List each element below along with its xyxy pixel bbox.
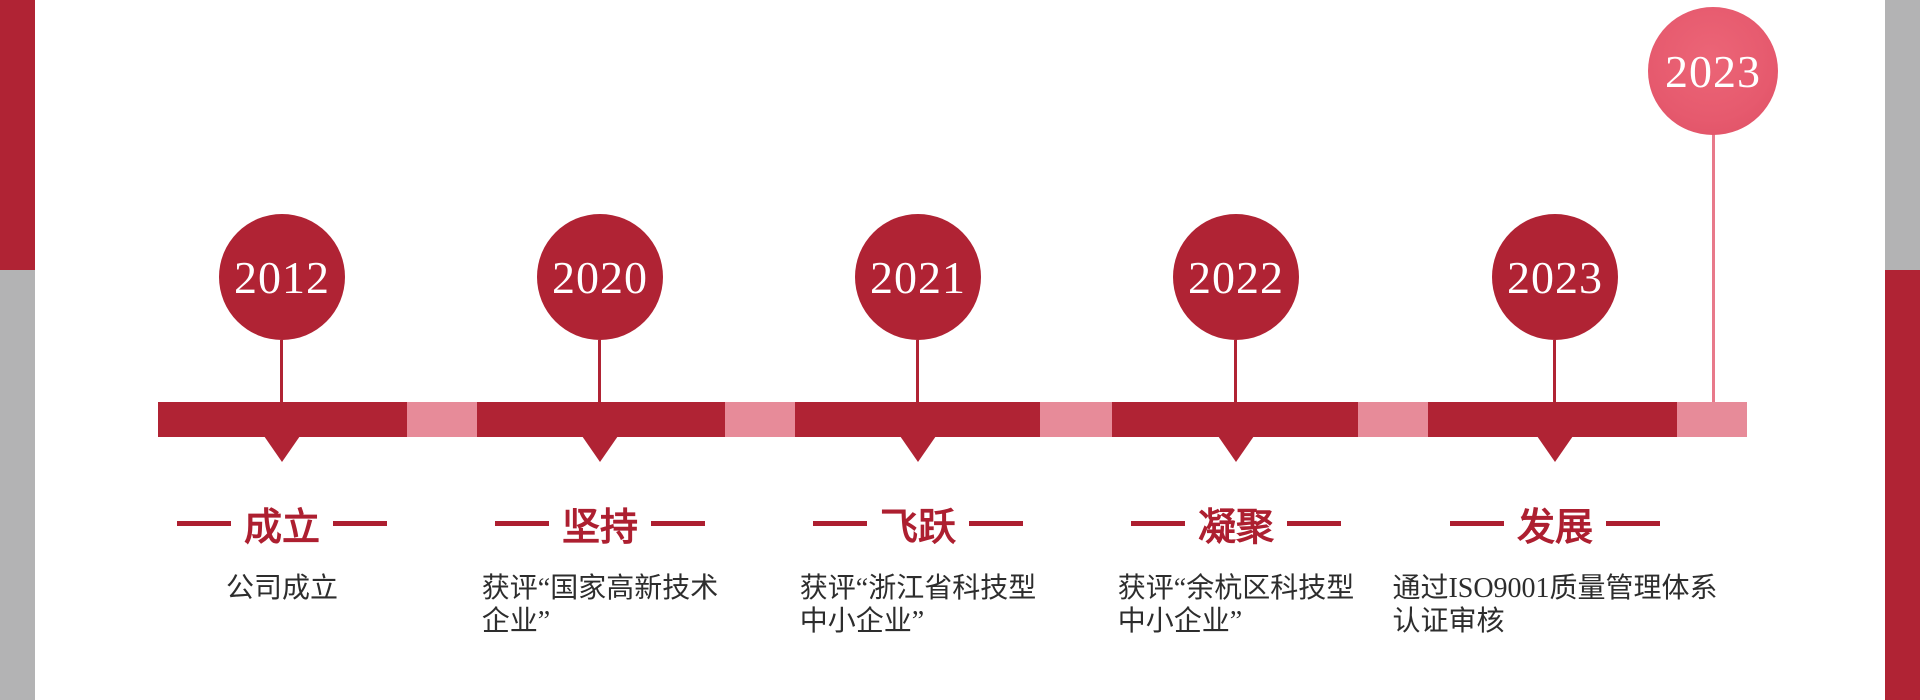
bubble-stem bbox=[916, 340, 919, 402]
milestone-title: 成立 bbox=[243, 506, 320, 549]
year-bubble-2022: 2022 bbox=[1173, 214, 1299, 340]
year-bubble-2021: 2021 bbox=[855, 214, 981, 340]
year-bubble-2012: 2012 bbox=[219, 214, 345, 340]
desc-line: 中小企业” bbox=[1117, 606, 1243, 637]
title-dash-right bbox=[651, 520, 705, 526]
floating-bubble-stem bbox=[1712, 133, 1715, 402]
milestone-title-row: 成立 bbox=[122, 500, 442, 549]
milestone-desc-wrap: 通过ISO9001质量管理体系 认证审核 bbox=[1385, 572, 1725, 638]
desc-line: 公司成立 bbox=[225, 573, 338, 604]
desc-line: 获评“余杭区科技型 bbox=[1117, 573, 1355, 604]
timeline-bar-segment-dark bbox=[795, 402, 1040, 437]
bubble-stem bbox=[280, 340, 283, 402]
milestone-desc: 获评“浙江省科技型 中小企业” bbox=[800, 572, 1036, 638]
timeline-bar-segment-pink bbox=[1040, 402, 1112, 437]
title-dash-right bbox=[969, 520, 1023, 526]
bubble-stem bbox=[1234, 340, 1237, 402]
desc-line: 认证审核 bbox=[1392, 606, 1505, 637]
right-accent-bar-gray bbox=[1885, 0, 1920, 270]
year-bubble-2023: 2023 bbox=[1492, 214, 1618, 340]
left-accent-bar-gray bbox=[0, 270, 35, 700]
milestone-title-row: 飞跃 bbox=[758, 500, 1078, 549]
timeline-bar-segment-dark bbox=[1428, 402, 1677, 437]
milestone-desc-wrap: 获评“余杭区科技型 中小企业” bbox=[1066, 572, 1406, 638]
title-dash-left bbox=[812, 520, 867, 526]
milestone-desc: 获评“余杭区科技型 中小企业” bbox=[1118, 572, 1354, 638]
bubble-stem bbox=[598, 340, 601, 402]
milestone-desc-wrap: 公司成立 bbox=[112, 572, 452, 605]
down-arrow-marker bbox=[264, 436, 300, 462]
timeline-bar-segment-pink bbox=[1677, 402, 1747, 437]
year-bubble-2020: 2020 bbox=[537, 214, 663, 340]
milestone-title: 凝聚 bbox=[1197, 506, 1274, 549]
down-arrow-marker bbox=[582, 436, 618, 462]
timeline-bar-segment-dark bbox=[477, 402, 725, 437]
desc-line: 获评“浙江省科技型 bbox=[799, 573, 1037, 604]
bubble-stem bbox=[1553, 340, 1556, 402]
title-dash-left bbox=[1130, 520, 1185, 526]
milestone-title: 飞跃 bbox=[879, 506, 956, 549]
milestone-title-row: 凝聚 bbox=[1076, 500, 1396, 549]
milestone-desc: 通过ISO9001质量管理体系 认证审核 bbox=[1392, 572, 1717, 638]
desc-line: 通过ISO9001质量管理体系 bbox=[1392, 573, 1718, 604]
year-label: 2012 bbox=[234, 251, 330, 303]
milestone-title-row: 发展 bbox=[1395, 500, 1715, 549]
left-accent-bar-red bbox=[0, 0, 35, 270]
title-dash-left bbox=[494, 520, 549, 526]
milestone-title-row: 坚持 bbox=[440, 500, 760, 549]
timeline-bar-segment-dark bbox=[158, 402, 407, 437]
title-dash-left bbox=[176, 520, 231, 526]
timeline-bar-segment-pink bbox=[407, 402, 477, 437]
year-label: 2021 bbox=[870, 251, 966, 303]
milestone-desc: 获评“国家高新技术 企业” bbox=[482, 572, 718, 638]
down-arrow-marker bbox=[1537, 436, 1573, 462]
milestone-title: 坚持 bbox=[561, 506, 638, 549]
title-dash-right bbox=[333, 520, 387, 526]
year-label: 2023 bbox=[1507, 251, 1603, 303]
milestone-desc-wrap: 获评“浙江省科技型 中小企业” bbox=[748, 572, 1088, 638]
milestone-title: 发展 bbox=[1516, 506, 1593, 549]
title-dash-right bbox=[1606, 520, 1660, 526]
floating-year-bubble-2023: 2023 bbox=[1648, 7, 1778, 135]
milestone-desc: 公司成立 bbox=[226, 572, 338, 605]
desc-line: 中小企业” bbox=[799, 606, 925, 637]
title-dash-left bbox=[1449, 520, 1504, 526]
timeline-bar-segment-dark bbox=[1112, 402, 1358, 437]
title-dash-right bbox=[1287, 520, 1341, 526]
year-label: 2020 bbox=[552, 251, 648, 303]
desc-line: 企业” bbox=[481, 606, 551, 637]
desc-line: 获评“国家高新技术 bbox=[481, 573, 719, 604]
year-label: 2023 bbox=[1665, 45, 1761, 97]
milestone-desc-wrap: 获评“国家高新技术 企业” bbox=[430, 572, 770, 638]
right-accent-bar-red bbox=[1885, 270, 1920, 700]
timeline-bar-segment-pink bbox=[1358, 402, 1428, 437]
year-label: 2022 bbox=[1188, 251, 1284, 303]
timeline-bar bbox=[158, 402, 1747, 437]
down-arrow-marker bbox=[1218, 436, 1254, 462]
timeline-bar-segment-pink bbox=[725, 402, 795, 437]
down-arrow-marker bbox=[900, 436, 936, 462]
